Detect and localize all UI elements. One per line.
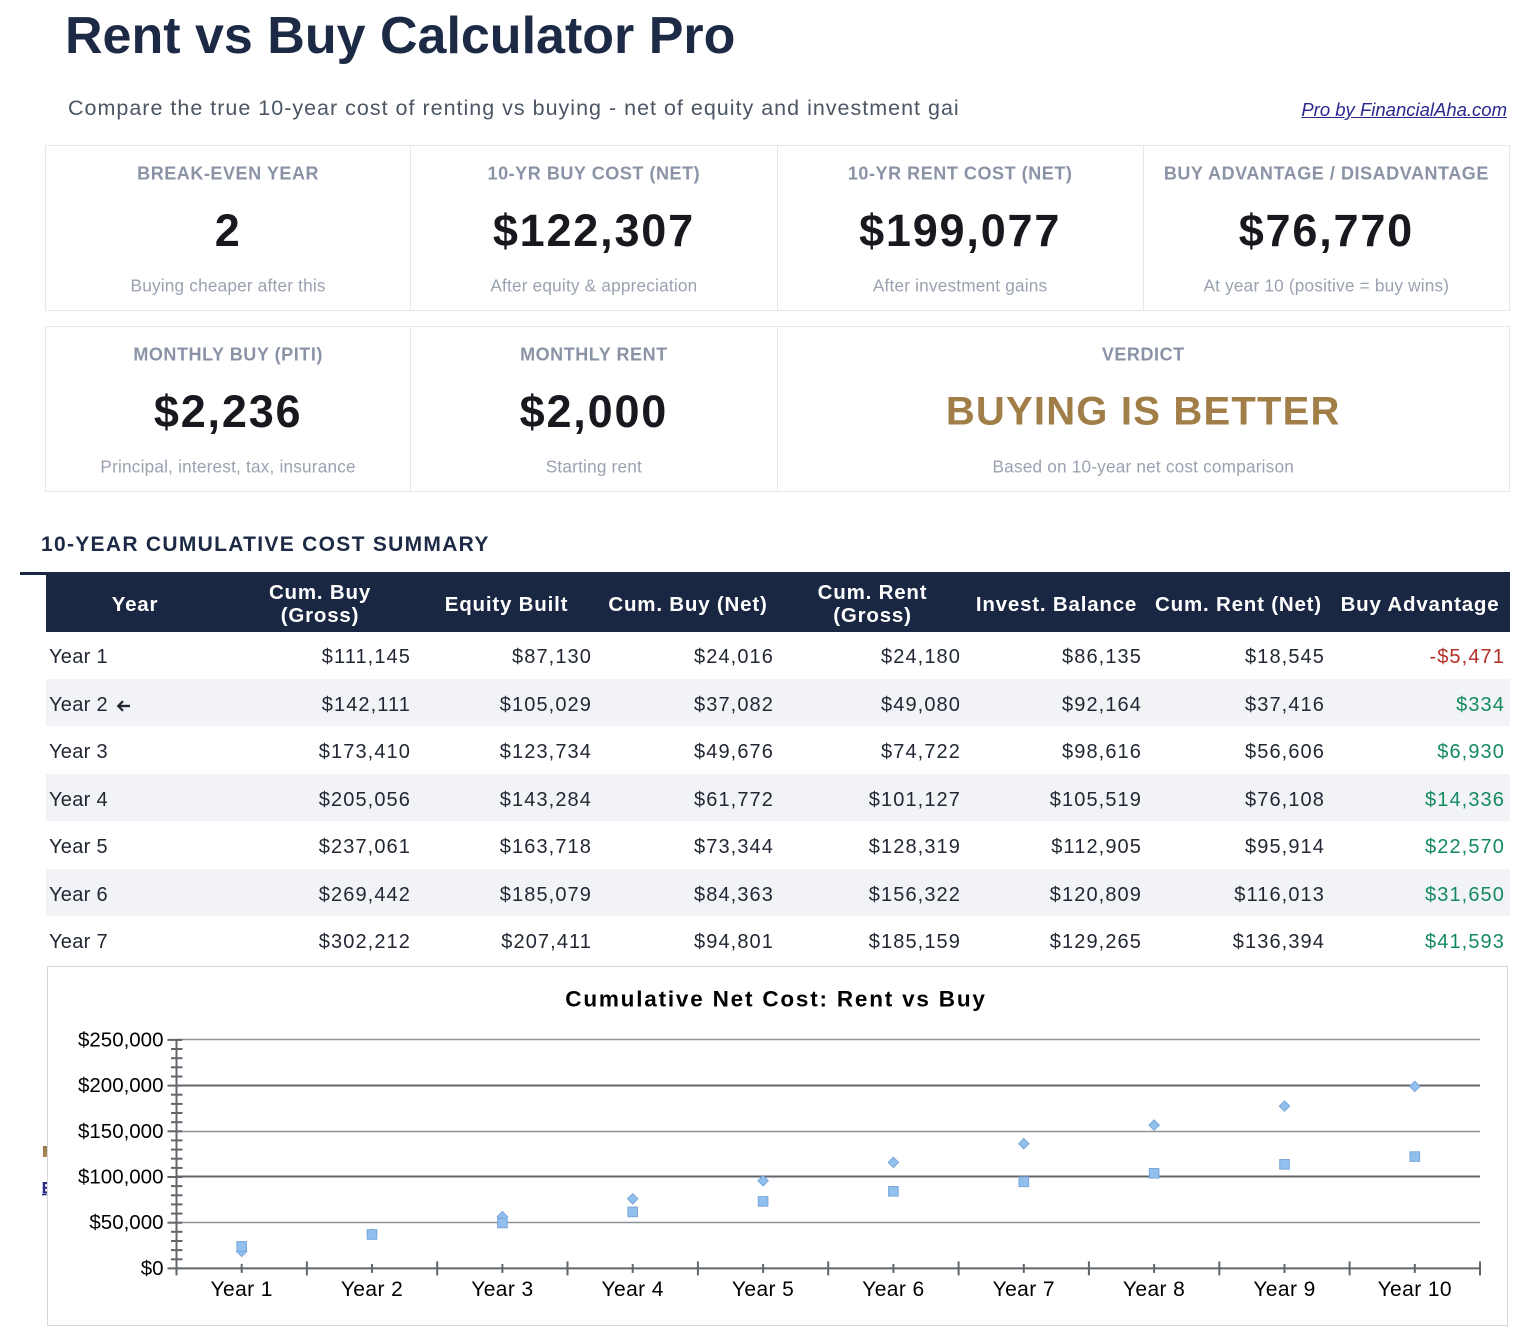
svg-text:Year 2: Year 2 [341, 1278, 403, 1301]
svg-text:$50,000: $50,000 [89, 1211, 163, 1234]
svg-text:Year 10: Year 10 [1378, 1278, 1452, 1301]
svg-text:Cumulative Net Cost: Rent vs B: Cumulative Net Cost: Rent vs Buy [565, 987, 986, 1012]
svg-text:$200,000: $200,000 [78, 1074, 164, 1097]
svg-text:Year 6: Year 6 [862, 1278, 924, 1301]
svg-text:Year 9: Year 9 [1253, 1278, 1315, 1301]
svg-text:Year 8: Year 8 [1123, 1278, 1185, 1301]
svg-text:$0: $0 [141, 1257, 164, 1280]
svg-text:Year 5: Year 5 [732, 1278, 794, 1301]
svg-text:Year 4: Year 4 [602, 1278, 664, 1301]
svg-text:Year 1: Year 1 [211, 1278, 273, 1301]
svg-text:$150,000: $150,000 [78, 1120, 164, 1143]
svg-text:$100,000: $100,000 [78, 1166, 164, 1189]
svg-text:Year 7: Year 7 [993, 1278, 1055, 1301]
svg-text:Year 3: Year 3 [471, 1278, 533, 1301]
svg-text:$250,000: $250,000 [78, 1028, 164, 1051]
